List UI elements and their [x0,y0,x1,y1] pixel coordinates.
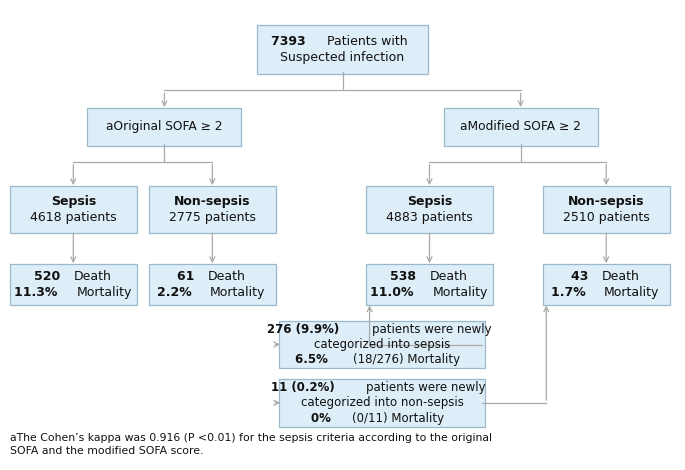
Text: Death: Death [430,270,468,283]
FancyBboxPatch shape [366,264,493,305]
Text: 6.5%: 6.5% [295,353,332,366]
Text: Mortality: Mortality [77,286,132,299]
FancyBboxPatch shape [279,379,485,427]
Text: 276 (9.9%): 276 (9.9%) [267,323,343,336]
Text: Sepsis: Sepsis [51,195,96,208]
FancyBboxPatch shape [366,186,493,233]
Text: (18/276) Mortality: (18/276) Mortality [353,353,460,366]
Text: Death: Death [74,270,112,283]
Text: 7393: 7393 [271,35,310,48]
Text: (0/11) Mortality: (0/11) Mortality [351,412,444,424]
Text: 2510 patients: 2510 patients [563,211,649,224]
Text: categorized into non-sepsis: categorized into non-sepsis [301,396,464,409]
Text: aModified SOFA ≥ 2: aModified SOFA ≥ 2 [460,120,581,133]
FancyBboxPatch shape [88,108,242,146]
Text: 11 (0.2%): 11 (0.2%) [271,381,339,394]
FancyBboxPatch shape [444,108,597,146]
Text: 4618 patients: 4618 patients [30,211,116,224]
Text: Death: Death [601,270,639,283]
Text: Mortality: Mortality [210,286,265,299]
FancyBboxPatch shape [10,186,136,233]
Text: 61: 61 [177,270,199,283]
Text: Death: Death [208,270,245,283]
FancyBboxPatch shape [543,186,669,233]
Text: Non-sepsis: Non-sepsis [568,195,645,208]
FancyBboxPatch shape [279,321,485,368]
Text: 4883 patients: 4883 patients [386,211,473,224]
Text: Sepsis: Sepsis [407,195,452,208]
Text: patients were newly: patients were newly [372,323,491,336]
Text: Suspected infection: Suspected infection [280,51,405,64]
Text: categorized into sepsis: categorized into sepsis [314,338,451,351]
Text: 43: 43 [571,270,593,283]
FancyBboxPatch shape [10,264,136,305]
Text: Mortality: Mortality [603,286,659,299]
Text: patients were newly: patients were newly [366,381,486,394]
Text: Non-sepsis: Non-sepsis [174,195,251,208]
Text: aThe Cohen’s kappa was 0.916 (P <0.01) for the sepsis criteria according to the : aThe Cohen’s kappa was 0.916 (P <0.01) f… [10,433,493,456]
Text: Patients with: Patients with [327,35,408,48]
Text: 1.7%: 1.7% [551,286,590,299]
Text: 0%: 0% [311,412,335,424]
FancyBboxPatch shape [149,186,275,233]
Text: Mortality: Mortality [433,286,488,299]
FancyBboxPatch shape [149,264,275,305]
Text: 11.0%: 11.0% [370,286,418,299]
Text: 2.2%: 2.2% [157,286,196,299]
Text: 538: 538 [390,270,420,283]
Text: aOriginal SOFA ≥ 2: aOriginal SOFA ≥ 2 [106,120,223,133]
Text: 2775 patients: 2775 patients [169,211,256,224]
Text: 11.3%: 11.3% [14,286,62,299]
Text: 520: 520 [34,270,64,283]
FancyBboxPatch shape [543,264,669,305]
FancyBboxPatch shape [257,24,428,74]
